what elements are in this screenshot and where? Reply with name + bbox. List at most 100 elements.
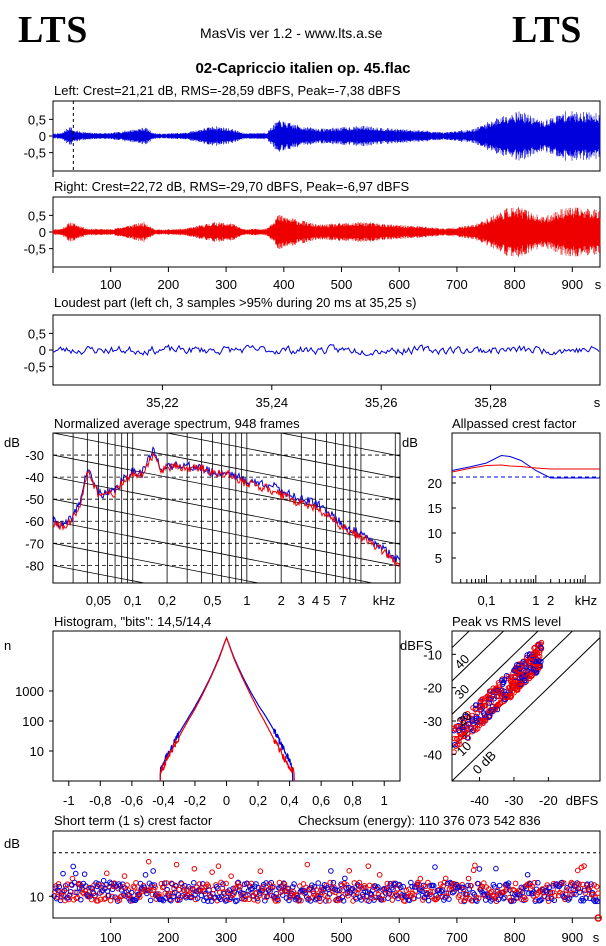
short-term-point-right — [574, 867, 581, 874]
short-term-point-right — [522, 896, 529, 903]
short-term-point-left — [100, 877, 107, 884]
peak-rms-point — [527, 665, 533, 671]
histogram-xtick-label: 1 — [381, 793, 388, 808]
checksum-text: Checksum (energy): 110 376 073 542 836 — [298, 813, 541, 828]
peak-rms-point — [538, 645, 544, 651]
spectrum-xtick-label: 3 — [298, 593, 305, 608]
short-term-point-right — [460, 886, 467, 893]
short-term-point-right — [161, 884, 167, 890]
spectrum-slope-line — [164, 433, 400, 479]
left-wave-ytick-label: 0 — [39, 129, 46, 144]
peak-rms-xtick-label: -30 — [505, 793, 524, 808]
peak-rms-point — [529, 655, 535, 661]
short-term-point-right — [590, 891, 596, 897]
peak-rms-point — [491, 695, 497, 702]
spectrum-slope-line — [53, 676, 400, 743]
spectrum-xtick-label: 1 — [243, 593, 250, 608]
short-term-point-right — [246, 896, 252, 903]
short-term-point-right — [172, 882, 179, 889]
short-term-point-left — [448, 880, 455, 887]
short-term-point-left — [259, 888, 266, 894]
peak-rms-point — [502, 694, 509, 701]
short-term-point-right — [92, 892, 99, 899]
short-term-point-left — [526, 890, 532, 897]
short-term-point-right — [479, 883, 486, 890]
short-term-point-right — [440, 883, 446, 889]
short-term-point-left — [150, 868, 156, 874]
short-term-point-left — [147, 897, 154, 904]
spectrum-ytick-label: -30 — [25, 448, 44, 463]
short-term-point-left — [234, 897, 240, 904]
short-term-point-right — [464, 891, 471, 898]
allpassed-ylabel: dB — [402, 435, 418, 450]
peak-rms-point — [519, 674, 525, 681]
short-term-title: Short term (1 s) crest factor — [54, 813, 213, 828]
short-term-point-left — [105, 892, 112, 899]
short-term-point-right — [422, 883, 429, 890]
peak-rms-point — [492, 706, 498, 712]
short-term-point-right — [86, 884, 92, 891]
left-wave-title: Left: Crest=21,21 dB, RMS=-28,59 dBFS, P… — [54, 83, 401, 98]
short-term-point-right — [173, 861, 180, 868]
peak-rms-point — [522, 671, 528, 677]
short-term-point-left — [491, 883, 498, 890]
short-term-point-left — [592, 898, 598, 905]
peak-rms-point — [486, 713, 493, 720]
short-term-frame — [52, 830, 601, 919]
short-term-point-left — [297, 888, 304, 895]
histogram-xtick-label: 0,6 — [312, 793, 330, 808]
allpassed-frame — [451, 432, 601, 584]
short-term-point-right — [374, 886, 380, 893]
peak-rms-label-0db: 0 dB — [470, 748, 500, 778]
peak-rms-point — [488, 699, 494, 705]
histogram-series-left — [159, 636, 294, 782]
histogram-title: Histogram, "bits": 14,5/14,4 — [54, 614, 211, 629]
short-term-point-right — [152, 884, 158, 891]
right-wave-xtick-label: 900 — [561, 277, 583, 292]
short-term-point-left — [103, 882, 109, 888]
short-term-point-right — [595, 890, 601, 896]
short-term-point-right — [346, 868, 353, 874]
right-wave-xtick-label: 300 — [215, 277, 237, 292]
allpassed-xtick-label: 1 — [532, 593, 539, 608]
peak-rms-xlabel: dBFS — [566, 793, 599, 808]
loudest-xtick-label: 35,26 — [365, 395, 398, 410]
short-term-point-left — [366, 898, 372, 904]
short-term-point-right — [472, 862, 478, 869]
peak-rms-point — [517, 680, 524, 687]
short-term-point-left — [443, 890, 450, 897]
right-wave-xlabel: s — [595, 277, 602, 292]
short-term-xtick-label: 300 — [215, 930, 237, 945]
short-term-point-right — [406, 886, 412, 893]
short-term-point-left — [534, 879, 541, 886]
peak-rms-point — [511, 673, 517, 680]
short-term-point-left — [425, 897, 432, 904]
spectrum-series-left — [53, 446, 400, 563]
spectrum-slope-line — [53, 654, 400, 721]
short-term-point-left — [151, 882, 158, 888]
short-term-point-right — [285, 886, 292, 892]
right-wave-ytick-label: 0 — [39, 225, 46, 240]
short-term-point-right — [55, 881, 62, 887]
short-term-point-left — [524, 871, 531, 878]
spectrum-ytick-label: -50 — [25, 492, 44, 507]
histogram-xtick-label: 0,4 — [281, 793, 299, 808]
left-wave-ytick-label: -0,5 — [24, 146, 46, 161]
peak-rms-point — [523, 661, 530, 667]
short-term-point-left — [573, 891, 579, 898]
peak-rms-frame — [451, 630, 601, 782]
short-term-point-right — [488, 888, 495, 895]
short-term-xtick-label: 900 — [561, 930, 583, 945]
right-wave-ytick-label: -0,5 — [24, 242, 46, 257]
short-term-point-right — [475, 895, 482, 901]
short-term-point-right — [255, 898, 261, 904]
short-term-point-left — [439, 887, 446, 893]
short-term-point-right — [147, 887, 153, 893]
short-term-point-right — [130, 883, 137, 890]
short-term-point-right — [577, 885, 584, 892]
short-term-point-left — [328, 868, 334, 874]
short-term-point-left — [60, 870, 66, 877]
spectrum-ytick-label: -40 — [25, 470, 44, 485]
spectrum-xtick-label: 0,1 — [124, 593, 142, 608]
spectrum-xtick-label: 5 — [323, 593, 330, 608]
